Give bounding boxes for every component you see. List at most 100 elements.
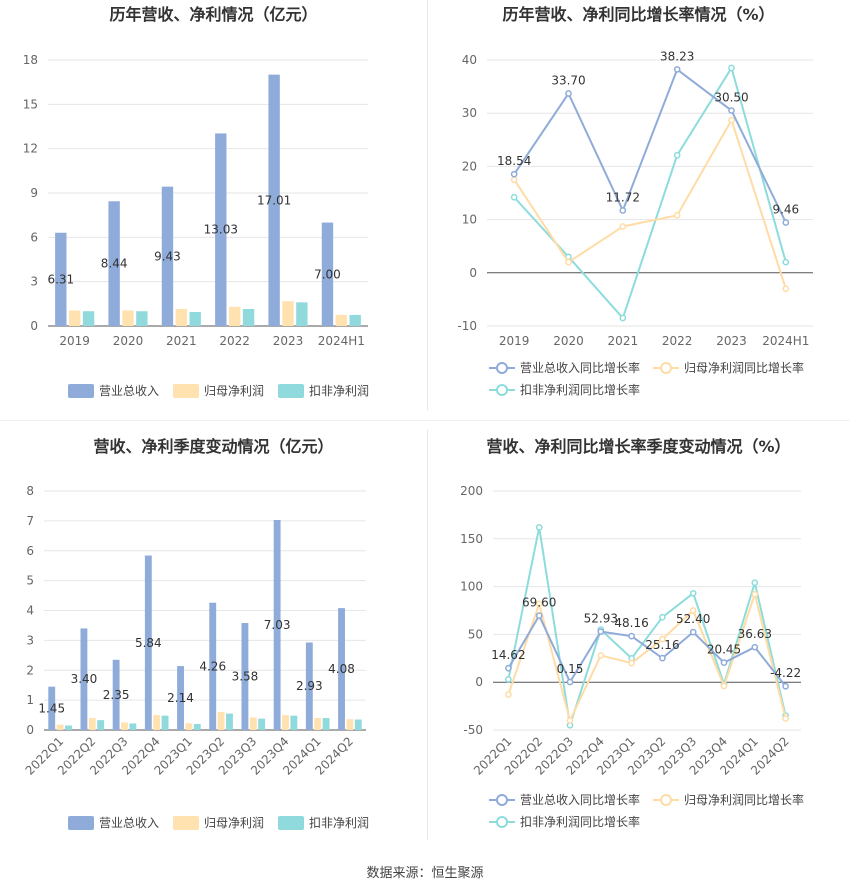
bar [273,519,281,730]
bar [161,715,169,730]
data-label: 2.35 [103,688,130,702]
legend-swatch [173,816,199,830]
chart-title: 历年营收、净利情况（亿元） [109,5,317,24]
data-point [619,223,627,230]
data-point [510,170,518,178]
bar [217,712,225,730]
bar [215,133,227,326]
data-point [505,664,512,672]
data-point [728,116,735,124]
bar [242,309,255,326]
y-tick-label: 0 [469,266,477,280]
bar [354,719,362,730]
y-tick-label: -10 [457,319,477,333]
bar [68,310,81,326]
quarterly-growth-rate-chart: 营收、净利同比增长率季度变动情况（%）-500501001502002022Q1… [460,437,804,829]
y-tick-label: 100 [460,580,483,594]
bar [80,628,88,730]
y-tick-label: 6 [26,544,34,558]
legend-label: 扣非净利润同比增长率 [520,814,640,829]
y-tick-label: 5 [26,574,34,588]
quarterly-revenue-profit-chart: 营收、净利季度变动情况（亿元）0123456782022Q12022Q22022… [23,437,369,830]
legend-marker [496,794,508,806]
legend-label: 归母净利润同比增长率 [684,360,804,375]
chart-title: 营收、净利同比增长率季度变动情况（%） [486,437,790,456]
bar [144,555,152,730]
legend-label: 扣非净利润 [309,816,369,830]
series-line [507,590,787,724]
data-point [673,211,681,219]
legend-swatch [173,384,199,398]
y-tick-label: 50 [468,627,483,641]
data-point [597,628,605,635]
y-tick-label: 10 [462,213,477,227]
data-point [505,691,512,698]
data-label: 3.58 [232,670,259,684]
series-line [513,117,787,290]
data-label: 2.14 [167,691,194,705]
legend-marker [496,816,508,828]
data-point [505,675,512,683]
data-label: 1.45 [38,701,65,715]
data-point [659,654,666,662]
data-point [782,715,789,722]
bar [338,608,345,730]
bar [175,309,188,326]
data-label: 33.70 [551,74,585,88]
data-label: 14.62 [491,648,525,662]
bar [209,602,217,730]
x-tick-label: 2019 [499,334,530,348]
data-point [720,659,728,666]
data-source-note: 数据来源：恒生聚源 [366,866,484,881]
bar [290,715,298,730]
bar [349,314,361,326]
y-tick-label: 0 [475,675,483,689]
x-tick-label: 2021 [166,334,197,348]
row-divider [0,420,850,421]
data-point [510,193,518,201]
x-tick-label: 2020 [113,334,144,348]
bar [258,718,266,730]
series-line [507,613,787,687]
x-tick-label: 2022 [219,334,250,348]
bar [185,723,193,730]
bar [228,306,241,326]
data-label: 25.16 [645,638,679,652]
data-point [510,176,518,184]
bar [161,186,174,326]
bar [249,717,257,730]
data-point [751,590,759,598]
data-label: 13.03 [204,223,238,237]
bar [82,311,95,326]
data-point [720,682,728,690]
y-tick-label: 0 [26,723,34,737]
data-point [673,151,681,159]
bar [153,715,161,730]
data-point [628,659,635,667]
bar [122,310,134,326]
chart-title: 历年营收、净利同比增长率情况（%） [502,5,774,24]
y-tick-label: 20 [462,159,477,173]
bar [88,718,96,730]
bar [346,719,354,730]
legend-marker [496,384,508,396]
data-label: 52.40 [676,612,710,626]
data-point [673,66,681,73]
bar [136,311,148,326]
y-tick-label: 200 [460,484,483,498]
y-tick-label: 150 [460,532,483,546]
data-point [728,64,735,72]
legend-label: 归母净利润 [204,816,264,830]
data-point [782,682,789,690]
x-tick-label: 2019 [59,334,90,348]
data-point [689,607,697,614]
bar [241,623,249,730]
series-line [507,527,787,726]
data-label: 18.54 [497,154,531,168]
panel-divider-top [427,0,428,410]
data-label: 7.00 [314,267,341,281]
data-point [751,643,759,651]
x-tick-label: 2022 [662,334,693,348]
x-tick-label: 2020 [553,334,584,348]
